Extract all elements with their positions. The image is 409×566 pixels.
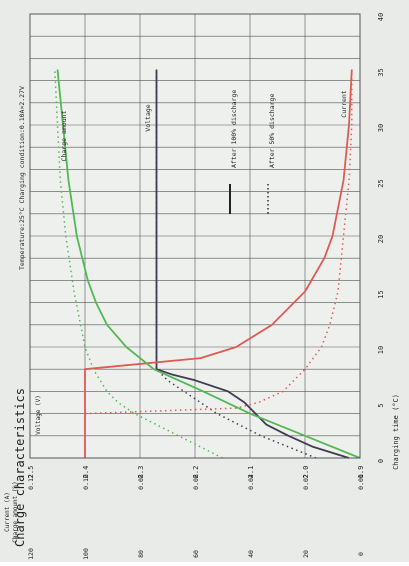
grid bbox=[29, 13, 361, 459]
current-axis-label: Current (A) bbox=[4, 492, 11, 532]
y-tick-label-charge: 120 bbox=[27, 548, 35, 560]
y-tick-label-charge: 60 bbox=[192, 550, 200, 558]
x-axis-label: Charging time (°C) bbox=[392, 394, 400, 470]
y-tick-label-current: 0.04 bbox=[247, 474, 255, 490]
current-curve-solid bbox=[84, 69, 353, 458]
x-tick-label: 0 bbox=[377, 459, 385, 463]
y-tick-label-voltage: 2.5 bbox=[27, 466, 35, 479]
y-tick-label-voltage: 2.1 bbox=[247, 466, 255, 479]
x-tick-label: 10 bbox=[377, 346, 385, 354]
y-tick-label-current: 0.06 bbox=[192, 474, 200, 490]
y-tick-label-current: 0.12 bbox=[27, 474, 35, 490]
y-tick-label-voltage: 1.9 bbox=[357, 466, 365, 479]
y-tick-label-charge: 80 bbox=[137, 550, 145, 558]
y-tick-label-voltage: 2.3 bbox=[137, 466, 145, 479]
legend: After 100% discharge After 50% discharge bbox=[229, 90, 276, 214]
legend-label-dotted: After 50% discharge bbox=[268, 94, 276, 168]
y-tick-label-voltage: 2.4 bbox=[82, 466, 90, 479]
x-tick-label: 5 bbox=[377, 403, 385, 407]
plot-frame bbox=[29, 13, 361, 459]
charge-amount-axis-label: Charge amount (%) bbox=[12, 481, 19, 542]
x-tick-label: 30 bbox=[377, 124, 385, 132]
x-tick-label: 25 bbox=[377, 179, 385, 187]
legend-label-solid: After 100% discharge bbox=[230, 90, 238, 168]
x-tick-label: 20 bbox=[377, 235, 385, 243]
voltage-curve-dotted bbox=[155, 69, 317, 459]
annotation-charge-amount: Charge amount bbox=[60, 110, 68, 161]
y-tick-label-charge: 40 bbox=[247, 550, 255, 558]
current-curve-dotted bbox=[84, 69, 353, 415]
y-tick-label-current: 0.10 bbox=[82, 474, 90, 490]
y-tick-label-current: 0.02 bbox=[302, 474, 310, 490]
voltage-axis-label: Voltage (V) bbox=[35, 395, 42, 435]
chart-subtitle: Temperature:25°C Charging condition:0.10… bbox=[18, 86, 26, 270]
x-tick-label: 15 bbox=[377, 290, 385, 298]
curves bbox=[54, 69, 361, 459]
y-tick-label-charge: 20 bbox=[302, 550, 310, 558]
y-tick-label-voltage: 2.0 bbox=[302, 466, 310, 479]
annotation-current: Current bbox=[340, 90, 348, 117]
y-tick-label-voltage: 2.2 bbox=[192, 466, 200, 479]
charge-amount-curve-solid bbox=[56, 69, 361, 459]
y-tick-label-current: 0.08 bbox=[137, 474, 145, 490]
y-tick-label-current: 0.00 bbox=[357, 474, 365, 490]
y-tick-label-charge: 100 bbox=[82, 548, 90, 560]
chart-title: Charge characteristics bbox=[13, 388, 27, 547]
ticks: 0 5 10 15 20 25 30 35 40 1.9 2.0 2.1 2.2 2.3 2.4 2.5 0.0… bbox=[27, 13, 385, 560]
x-tick-label: 40 bbox=[377, 13, 385, 21]
y-tick-label-charge: 0 bbox=[357, 552, 365, 556]
voltage-curve-solid bbox=[155, 69, 350, 459]
annotation-voltage: Voltage bbox=[144, 104, 152, 131]
x-tick-label: 35 bbox=[377, 68, 385, 76]
